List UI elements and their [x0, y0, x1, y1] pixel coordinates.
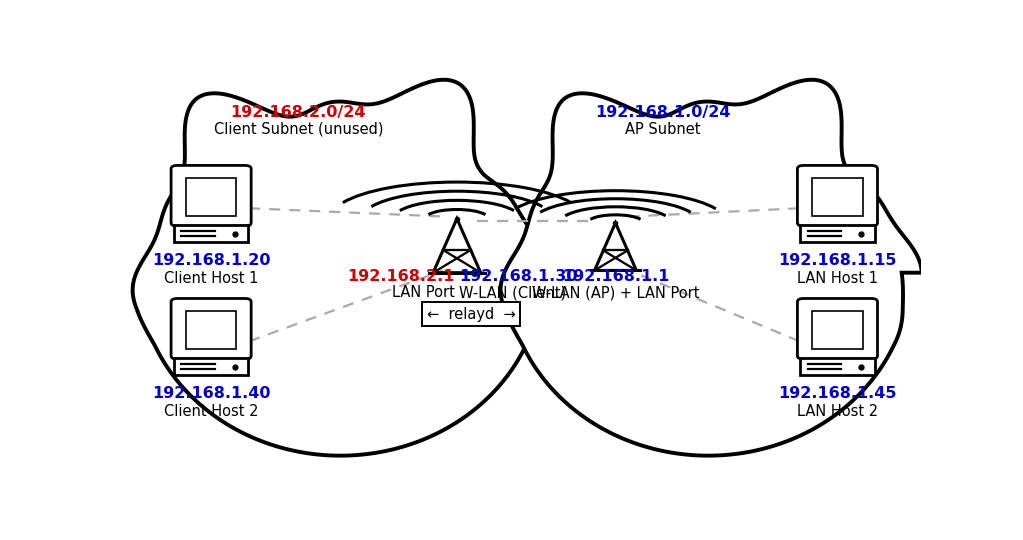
Polygon shape — [500, 80, 922, 456]
Polygon shape — [133, 80, 553, 456]
Text: 192.168.1.0/24: 192.168.1.0/24 — [595, 105, 730, 120]
Text: W-LAN (AP) + LAN Port: W-LAN (AP) + LAN Port — [532, 285, 699, 300]
Text: AP Subnet: AP Subnet — [625, 122, 701, 137]
Text: 192.168.1.45: 192.168.1.45 — [779, 386, 897, 401]
FancyBboxPatch shape — [171, 165, 252, 226]
FancyBboxPatch shape — [174, 358, 249, 375]
FancyBboxPatch shape — [812, 178, 862, 216]
Text: LAN Host 2: LAN Host 2 — [797, 404, 878, 420]
FancyBboxPatch shape — [797, 299, 878, 359]
Text: Client Host 2: Client Host 2 — [164, 404, 259, 420]
Text: 192.168.2.1: 192.168.2.1 — [347, 269, 454, 285]
FancyBboxPatch shape — [174, 225, 249, 242]
Text: Client Subnet (unused): Client Subnet (unused) — [214, 122, 383, 137]
FancyBboxPatch shape — [800, 225, 875, 242]
Text: 192.168.1.1: 192.168.1.1 — [562, 269, 669, 285]
Text: Client Host 1: Client Host 1 — [164, 272, 259, 286]
FancyBboxPatch shape — [186, 178, 236, 216]
FancyBboxPatch shape — [186, 311, 236, 349]
Text: 192.168.1.40: 192.168.1.40 — [151, 386, 270, 401]
FancyBboxPatch shape — [800, 358, 875, 375]
FancyBboxPatch shape — [171, 299, 252, 359]
Text: W-LAN (Client): W-LAN (Client) — [459, 285, 567, 300]
Text: LAN Port: LAN Port — [392, 285, 454, 300]
Text: ←  relayd  →: ← relayd → — [427, 307, 516, 322]
Text: 192.168.1.15: 192.168.1.15 — [779, 253, 897, 268]
FancyBboxPatch shape — [422, 302, 520, 326]
Text: 192.168.2.0/24: 192.168.2.0/24 — [230, 105, 366, 120]
Text: 192.168.1.20: 192.168.1.20 — [151, 253, 270, 268]
FancyBboxPatch shape — [812, 311, 862, 349]
Text: 192.168.1.30: 192.168.1.30 — [459, 269, 578, 285]
FancyBboxPatch shape — [797, 165, 878, 226]
Text: LAN Host 1: LAN Host 1 — [797, 272, 878, 286]
